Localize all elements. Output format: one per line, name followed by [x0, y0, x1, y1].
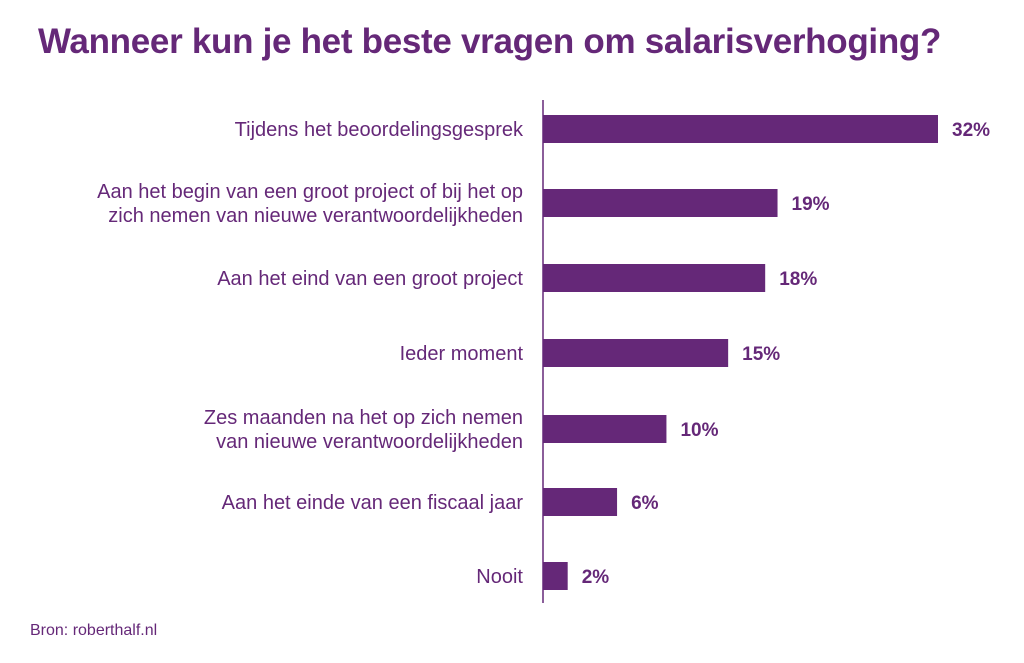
category-label: Tijdens het beoordelingsgesprek	[235, 119, 524, 141]
category-label: Ieder moment	[400, 343, 524, 365]
category-label: zich nemen van nieuwe verantwoordelijkhe…	[108, 205, 523, 227]
value-label: 10%	[680, 420, 718, 441]
category-label: Zes maanden na het op zich nemen	[204, 407, 523, 429]
value-label: 18%	[779, 269, 817, 290]
category-label: Nooit	[476, 566, 523, 588]
bar	[543, 488, 618, 516]
category-label: van nieuwe verantwoordelijkheden	[216, 431, 523, 453]
bar	[543, 264, 766, 292]
category-label: Aan het eind van een groot project	[217, 268, 523, 290]
category-label: Aan het begin van een groot project of b…	[97, 181, 523, 203]
bar	[543, 115, 938, 143]
value-label: 2%	[582, 567, 610, 588]
source-note: Bron: roberthalf.nl	[30, 622, 158, 639]
bar	[543, 562, 568, 590]
value-label: 15%	[742, 344, 780, 365]
chart-title: Wanneer kun je het beste vragen om salar…	[38, 22, 942, 61]
bar	[543, 339, 729, 367]
bar	[543, 415, 667, 443]
value-label: 32%	[952, 120, 990, 141]
value-label: 19%	[792, 194, 830, 215]
value-label: 6%	[631, 493, 659, 514]
category-label: Aan het einde van een fiscaal jaar	[222, 492, 524, 514]
bar	[543, 189, 778, 217]
